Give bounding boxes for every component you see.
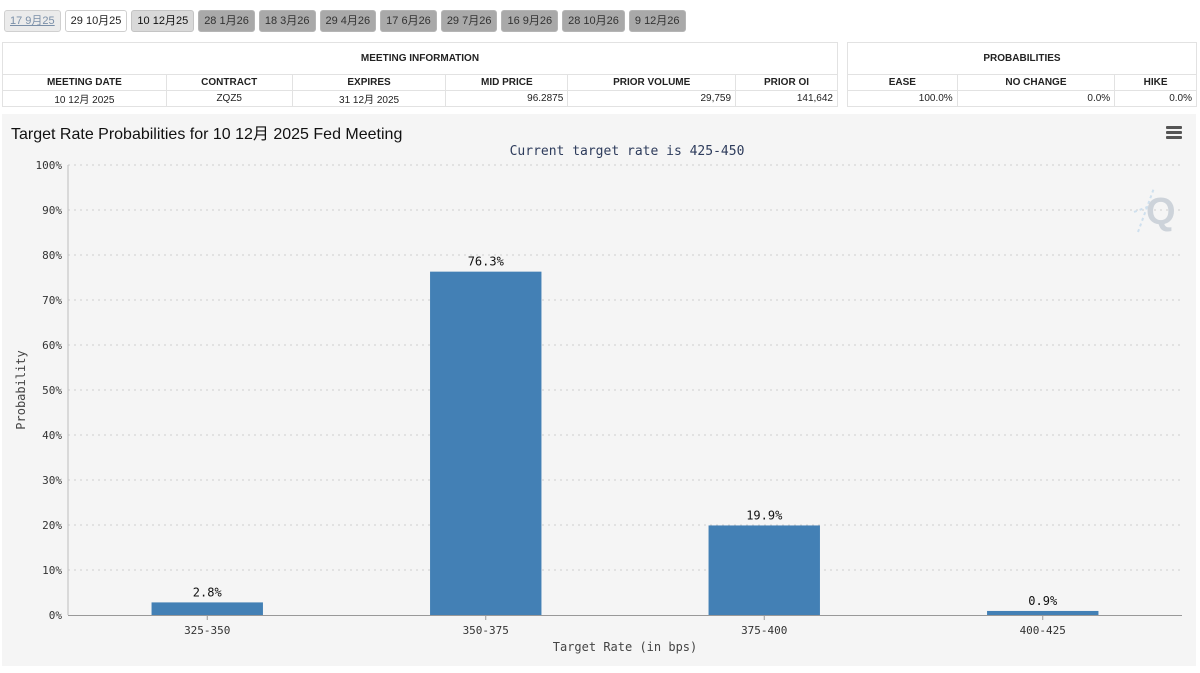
cell-meeting-date: 10 12月 2025 — [2, 90, 167, 107]
x-tick-label: 325-350 — [184, 624, 230, 637]
y-tick-label: 20% — [42, 519, 62, 532]
tab-meeting-10[interactable]: 9 12月26 — [628, 10, 686, 32]
tab-meeting-6[interactable]: 17 6月26 — [380, 10, 437, 32]
y-tick-label: 0% — [49, 609, 63, 622]
tab-meeting-5[interactable]: 29 4月26 — [319, 10, 377, 32]
data-label: 76.3% — [468, 255, 505, 269]
cell-mid-price: 96.2875 — [445, 90, 569, 107]
y-tick-label: 30% — [42, 474, 62, 487]
y-tick-label: 40% — [42, 429, 62, 442]
chart-panel: 0% 10% 20% 30% 40% 50% 60% 70% 80% 90% 100% 2.8% 325… — [2, 114, 1196, 666]
svg-text:Q: Q — [1146, 191, 1176, 233]
y-tick-label: 50% — [42, 384, 62, 397]
bar-400-425[interactable] — [987, 610, 1099, 615]
cell-prior-volume: 29,759 — [567, 90, 737, 107]
y-tick-label: 90% — [42, 204, 62, 217]
y-tick-label: 100% — [36, 159, 63, 172]
meeting-date-tabs: 17 9月25 29 10月25 10 12月25 28 1月26 18 3月26 29 … — [4, 10, 686, 32]
data-label: 2.8% — [193, 585, 223, 599]
tab-meeting-7[interactable]: 29 7月26 — [440, 10, 498, 32]
meeting-information-table: MEETING INFORMATION MEETING DATE CONTRAC… — [2, 42, 838, 107]
x-axis-title: Target Rate (in bps) — [553, 640, 698, 654]
chart-subtitle: Current target rate is 425-450 — [509, 144, 745, 159]
meeting-information-title: MEETING INFORMATION — [2, 42, 838, 75]
tab-meeting-8[interactable]: 16 9月26 — [501, 10, 559, 32]
cell-prior-oi: 141,642 — [735, 90, 838, 107]
tab-meeting-0[interactable]: 17 9月25 — [4, 10, 61, 32]
x-tick-label: 400-425 — [1020, 624, 1066, 637]
x-tick-label: 375-400 — [741, 624, 787, 637]
y-tick-label: 70% — [42, 294, 62, 307]
probabilities-title: PROBABILITIES — [847, 42, 1197, 75]
hamburger-menu-icon[interactable] — [1166, 126, 1182, 139]
bar-375-400[interactable] — [708, 525, 820, 615]
data-label: 19.9% — [746, 508, 783, 522]
tab-meeting-4[interactable]: 18 3月26 — [258, 10, 316, 32]
header-contract: CONTRACT — [165, 74, 293, 91]
header-prior-oi: PRIOR OI — [735, 74, 838, 91]
cell-no-change: 0.0% — [956, 90, 1116, 107]
header-expires: EXPIRES — [291, 74, 447, 91]
x-tick-label: 350-375 — [463, 624, 509, 637]
tab-meeting-3[interactable]: 28 1月26 — [198, 10, 255, 32]
header-mid-price: MID PRICE — [445, 74, 569, 91]
header-no-change: NO CHANGE — [956, 74, 1116, 91]
header-prior-volume: PRIOR VOLUME — [567, 74, 737, 91]
bar-350-375[interactable] — [430, 271, 542, 615]
y-tick-label: 10% — [42, 564, 62, 577]
y-axis-title: Probability — [14, 350, 28, 429]
y-tick-label: 80% — [42, 249, 62, 262]
data-label: 0.9% — [1028, 594, 1058, 608]
y-tick-label: 60% — [42, 339, 62, 352]
cell-expires: 31 12月 2025 — [291, 90, 447, 107]
tab-meeting-9[interactable]: 28 10月26 — [562, 10, 625, 32]
tab-meeting-2[interactable]: 10 12月25 — [131, 10, 195, 32]
header-hike: HIKE — [1114, 74, 1197, 91]
bar-325-350[interactable] — [151, 602, 263, 615]
probabilities-table: PROBABILITIES EASE NO CHANGE HIKE 100.0%… — [847, 42, 1197, 107]
chart-title: Target Rate Probabilities for 10 12月 202… — [11, 126, 403, 143]
header-meeting-date: MEETING DATE — [2, 74, 167, 91]
header-ease: EASE — [847, 74, 958, 91]
cell-ease: 100.0% — [847, 90, 958, 107]
cell-contract: ZQZ5 — [165, 90, 293, 107]
probability-bar-chart: 0% 10% 20% 30% 40% 50% 60% 70% 80% 90% 100% 2.8% 325… — [14, 159, 1182, 654]
tab-meeting-1[interactable]: 29 10月25 — [64, 10, 128, 32]
cell-hike: 0.0% — [1114, 90, 1197, 107]
q-logo-icon: Q — [1132, 184, 1182, 240]
